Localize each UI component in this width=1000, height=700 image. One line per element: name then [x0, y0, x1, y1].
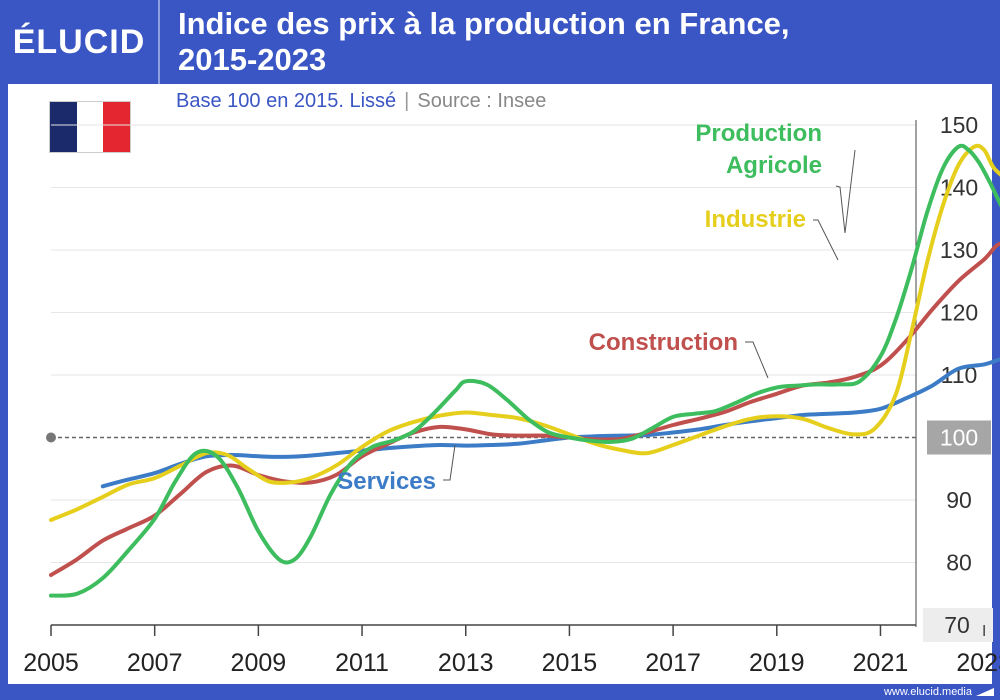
france-flag-icon — [49, 101, 131, 153]
x-tick-label-2005: 2005 — [23, 649, 79, 677]
y-tick-label-90: 90 — [946, 487, 972, 513]
chart-title-line-1: Indice des prix à la production en Franc… — [178, 6, 790, 41]
x-tick-label-2011: 2011 — [335, 649, 389, 677]
leader-industrie — [813, 219, 839, 261]
x-tick-label-2023: 2023 — [956, 649, 1000, 677]
reference-line-dot — [46, 432, 56, 443]
series-label-industrie: Industrie — [705, 206, 806, 233]
chart-subtitle: Base 100 en 2015. Lissé | Source : Insee — [176, 90, 546, 113]
subtitle-source: Source : Insee — [417, 90, 547, 112]
x-tick-label-2009: 2009 — [231, 649, 287, 677]
series-label-production-agricole-line-2: Agricole — [726, 152, 822, 179]
y-tick-label-150: 150 — [940, 112, 978, 138]
x-tick-label-2019: 2019 — [749, 649, 805, 677]
x-tick-label-2017: 2017 — [645, 649, 701, 677]
series-line-industrie — [49, 143, 1000, 522]
x-tick-label-2013: 2013 — [438, 649, 494, 677]
header-bar: ÉLUCID Indice des prix à la production e… — [0, 0, 1000, 84]
chart-title-line-2: 2015-2023 — [178, 42, 327, 77]
x-tick-label-2015: 2015 — [542, 649, 598, 677]
elucid-logo[interactable]: ÉLUCID — [0, 0, 160, 84]
x-tick-label-2007: 2007 — [127, 649, 183, 677]
series-line-production-agricole — [49, 143, 1000, 598]
y-tick-label-70: 70 — [944, 612, 970, 638]
y-tick-label-100: 100 — [940, 425, 978, 451]
series-line-construction — [49, 241, 1000, 577]
footer-logo-icon — [976, 688, 994, 696]
subtitle-separator: | — [404, 90, 410, 112]
footer-site[interactable]: www.elucid.media — [883, 686, 972, 698]
leader-production-agricole — [835, 149, 856, 234]
y-min-label-bg — [923, 608, 993, 642]
chart-title: Indice des prix à la production en Franc… — [178, 6, 978, 78]
subtitle-base: Base 100 en 2015. Lissé — [176, 90, 397, 112]
y-tick-label-130: 130 — [940, 237, 978, 263]
series-label-production-agricole: Production — [695, 120, 822, 147]
series-label-construction: Construction — [589, 329, 738, 356]
leader-construction — [745, 341, 769, 379]
leader-services — [443, 444, 456, 481]
reference-label-bg — [927, 420, 991, 455]
series-label-services: Services — [337, 468, 436, 495]
y-tick-label-120: 120 — [940, 300, 978, 326]
x-tick-label-2021: 2021 — [853, 649, 909, 677]
y-tick-label-80: 80 — [946, 550, 972, 576]
